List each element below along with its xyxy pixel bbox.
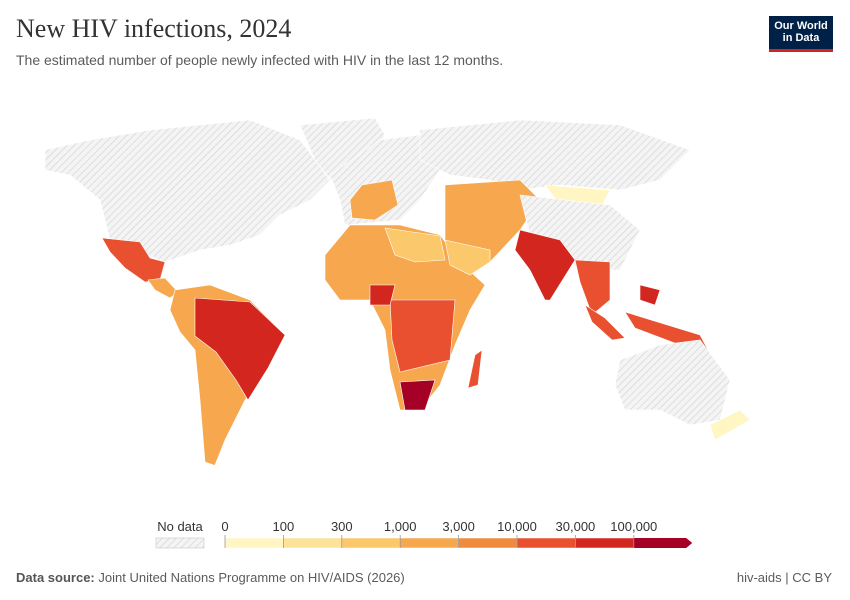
subtitle: The estimated number of people newly inf… <box>16 52 504 68</box>
no-data-label: No data <box>157 519 203 534</box>
region[interactable] <box>389 299 456 373</box>
legend-tick-label: 3,000 <box>442 519 475 534</box>
legend-tick-label: 300 <box>331 519 353 534</box>
legend-swatch <box>224 537 284 549</box>
region[interactable] <box>514 229 576 301</box>
logo[interactable]: Our World in Data <box>769 16 833 52</box>
region[interactable] <box>709 409 751 441</box>
region[interactable] <box>467 349 483 389</box>
region[interactable] <box>444 239 491 276</box>
legend-swatch <box>399 537 459 549</box>
legend-tick-label: 10,000 <box>497 519 537 534</box>
land <box>44 117 751 471</box>
legend: No data 0 100 300 1,000 3,000 10,000 30,000 100… <box>155 519 693 549</box>
legend-tick-label: 100 <box>273 519 295 534</box>
region[interactable] <box>194 297 286 401</box>
legend-swatch <box>283 537 343 549</box>
legend-tick-label: 30,000 <box>556 519 596 534</box>
region[interactable] <box>399 379 436 411</box>
region[interactable] <box>384 227 446 263</box>
no-data-swatch <box>155 537 205 549</box>
region[interactable] <box>584 304 626 341</box>
region[interactable] <box>369 284 396 306</box>
legend-swatch <box>633 538 693 548</box>
legend-tick-label: 100,000 <box>610 519 657 534</box>
title: New HIV infections, 2024 <box>16 14 292 43</box>
region <box>614 339 731 426</box>
legend-swatch <box>575 537 635 549</box>
legend-swatch <box>458 537 518 549</box>
source-text: Joint United Nations Programme on HIV/AI… <box>98 570 405 585</box>
license[interactable]: hiv-aids | CC BY <box>736 570 832 585</box>
logo-line: Our World <box>774 20 828 32</box>
legend-swatch <box>341 537 401 549</box>
source-label: Data source: <box>16 570 95 585</box>
legend-swatch <box>516 537 576 549</box>
source: Data source: Joint United Nations Progra… <box>16 570 405 585</box>
legend-tick-label: 1,000 <box>384 519 417 534</box>
region <box>419 119 691 191</box>
region[interactable] <box>574 259 611 316</box>
logo-line: in Data <box>782 32 820 44</box>
region <box>44 119 331 263</box>
region[interactable] <box>639 284 661 306</box>
legend-tick-label: 0 <box>221 519 228 534</box>
region[interactable] <box>349 179 399 221</box>
